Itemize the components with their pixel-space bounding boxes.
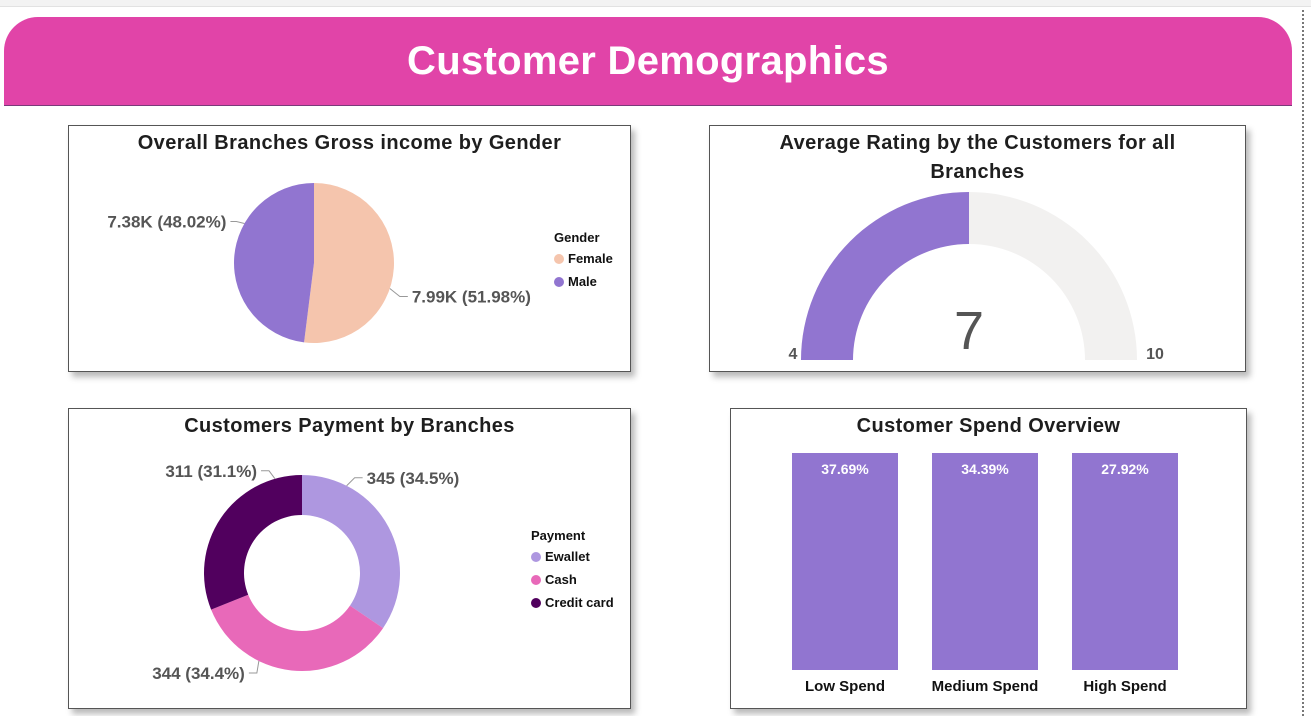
page-title: Customer Demographics: [407, 38, 889, 83]
gender-pie-chart[interactable]: 7.99K (51.98%) 7.38K (48.02%): [69, 126, 630, 371]
gender-chart-title: Overall Branches Gross income by Gender: [137, 132, 562, 154]
payment-legend: Payment Ewallet Cash Credit card: [531, 528, 614, 618]
pie-male-leader-line: [230, 221, 245, 225]
cash-swatch-icon: [531, 574, 541, 585]
bar-value-label-low-spend: 37.69%: [821, 461, 869, 477]
donut-cash-leader-line: [248, 660, 260, 674]
pie-female-data-label: 7.99K (51.98%): [412, 287, 531, 306]
donut-ewallet-leader-line: [346, 477, 363, 487]
donut-credit-card-data-label: 311 (31.1%): [165, 462, 257, 481]
ewallet-swatch-icon: [531, 551, 541, 562]
legend-item-cash[interactable]: Cash: [531, 572, 614, 587]
credit-card-swatch-icon: [531, 597, 541, 608]
gauge-value-fill[interactable]: [801, 192, 969, 360]
donut-ewallet-data-label: 345 (34.5%): [367, 469, 460, 488]
legend-item-female[interactable]: Female: [554, 251, 613, 266]
bar-value-label-high-spend: 27.92%: [1101, 461, 1149, 477]
spend-bar-card[interactable]: Customer Spend Overview 37.69% Low Spend 3…: [730, 408, 1247, 709]
bar-value-label-medium-spend: 34.39%: [961, 461, 1009, 477]
legend-label-male: Male: [568, 274, 597, 289]
pie-slice-male[interactable]: [233, 183, 314, 343]
female-swatch-icon: [554, 253, 564, 264]
payment-chart-title: Customers Payment by Branches: [184, 415, 515, 437]
gender-legend: Gender Female Male: [554, 230, 613, 297]
rating-gauge-card[interactable]: Average Rating by the Customers for all …: [709, 125, 1246, 372]
gauge-min-label: 4: [789, 346, 798, 363]
bar-category-label-high-spend: High Spend: [1083, 678, 1166, 695]
gender-income-card[interactable]: Overall Branches Gross income by Gender …: [68, 125, 631, 372]
window-top-strip: [0, 0, 1311, 7]
legend-item-male[interactable]: Male: [554, 274, 613, 289]
pie-male-data-label: 7.38K (48.02%): [107, 213, 226, 232]
canvas-edge-dotted: [1302, 10, 1304, 716]
donut-cash-data-label: 344 (34.4%): [152, 664, 245, 683]
legend-item-credit-card[interactable]: Credit card: [531, 595, 614, 610]
donut-slice-ewallet[interactable]: [302, 475, 401, 629]
bar-category-label-low-spend: Low Spend: [805, 678, 885, 695]
bar-category-label-medium-spend: Medium Spend: [932, 678, 1039, 695]
legend-label-cash: Cash: [545, 572, 577, 587]
payment-donut-chart[interactable]: 345 (34.5%) 344 (34.4%) 311 (31.1%): [69, 409, 630, 708]
bar-medium-spend[interactable]: [932, 453, 1038, 670]
gender-legend-title: Gender: [554, 230, 600, 245]
bar-high-spend[interactable]: [1072, 453, 1178, 670]
spend-bar-chart[interactable]: 37.69% Low Spend 34.39% Medium Spend 27.92% H…: [731, 409, 1246, 708]
male-swatch-icon: [554, 276, 564, 287]
legend-label-ewallet: Ewallet: [545, 549, 590, 564]
bar-low-spend[interactable]: [792, 453, 898, 670]
payment-legend-title: Payment: [531, 528, 586, 543]
pie-slice-female[interactable]: [304, 183, 394, 343]
gauge-chart-title: Average Rating by the Customers for all …: [779, 132, 1176, 183]
header-banner: Customer Demographics: [4, 17, 1292, 106]
payment-donut-card[interactable]: Customers Payment by Branches 345 (34.5%…: [68, 408, 631, 709]
donut-slice-credit-card[interactable]: [204, 475, 302, 610]
legend-label-credit-card: Credit card: [545, 595, 614, 610]
legend-label-female: Female: [568, 251, 613, 266]
rating-gauge-chart[interactable]: 7 4 10: [710, 126, 1245, 371]
donut-slice-cash[interactable]: [211, 594, 384, 671]
donut-credit-card-leader-line: [261, 470, 276, 480]
gauge-value-label: 7: [954, 301, 984, 361]
spend-chart-title: Customer Spend Overview: [856, 415, 1121, 437]
legend-item-ewallet[interactable]: Ewallet: [531, 549, 614, 564]
pie-female-leader-line: [389, 288, 408, 297]
gauge-max-label: 10: [1146, 346, 1164, 363]
